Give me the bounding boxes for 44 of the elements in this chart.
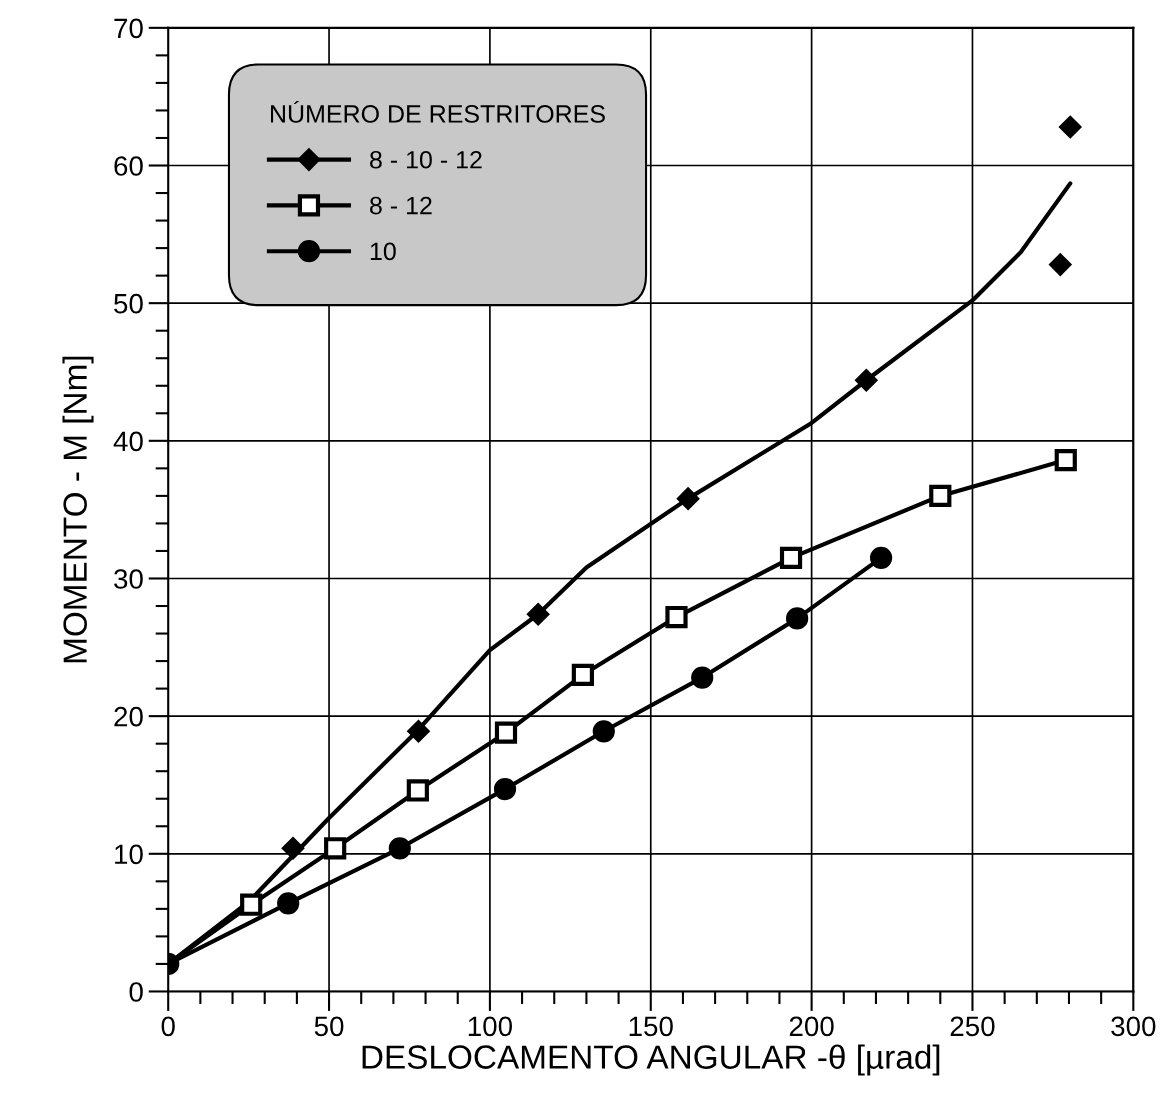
point — [691, 666, 714, 689]
point — [869, 546, 893, 569]
point — [779, 546, 803, 569]
point — [324, 837, 347, 860]
point — [676, 487, 700, 511]
x-tick-label: 50 — [314, 1016, 344, 1037]
point — [277, 892, 300, 915]
point — [665, 605, 688, 629]
x-axis-title: DESLOCAMENTO ANGULAR -θ [µrad] — [362, 1044, 940, 1076]
point — [240, 893, 263, 916]
point — [1054, 448, 1077, 472]
point — [406, 779, 429, 802]
legend-title: NÚMERO DE RESTRITORES — [271, 100, 605, 123]
y-tick-label: 40 — [113, 431, 143, 452]
y-tick-label: 60 — [114, 156, 143, 176]
x-tick-label: 150 — [629, 1016, 673, 1037]
point — [1048, 253, 1072, 277]
y-tick-label: 20 — [114, 706, 143, 727]
y-tick-label: 70 — [114, 18, 143, 39]
point — [571, 663, 594, 686]
legend-label: 8 - 12 — [370, 196, 432, 215]
x-tick-label: 0 — [161, 1016, 175, 1037]
y-tick-label: 30 — [114, 569, 143, 589]
y-axis-title: MOMENTO - M [Nm] — [62, 356, 94, 663]
legend-label: 10 — [370, 242, 396, 261]
x-tick-label: 200 — [789, 1016, 834, 1037]
point — [526, 602, 550, 626]
legend-label: 8 - 10 - 12 — [370, 150, 482, 169]
x-tick-label: 100 — [468, 1016, 512, 1037]
point — [406, 719, 430, 743]
point — [494, 721, 518, 744]
y-tick-label: 0 — [129, 982, 143, 1002]
point — [1058, 115, 1082, 139]
point — [929, 484, 952, 508]
point — [786, 607, 809, 630]
point — [493, 777, 517, 801]
x-tick-label: 300 — [1111, 1016, 1156, 1037]
y-tick-label: 10 — [115, 844, 143, 865]
point — [388, 837, 411, 860]
point — [281, 836, 305, 860]
point — [592, 720, 615, 743]
point — [854, 368, 878, 392]
x-tick-label: 250 — [950, 1016, 995, 1037]
y-tick-label: 50 — [114, 293, 143, 314]
